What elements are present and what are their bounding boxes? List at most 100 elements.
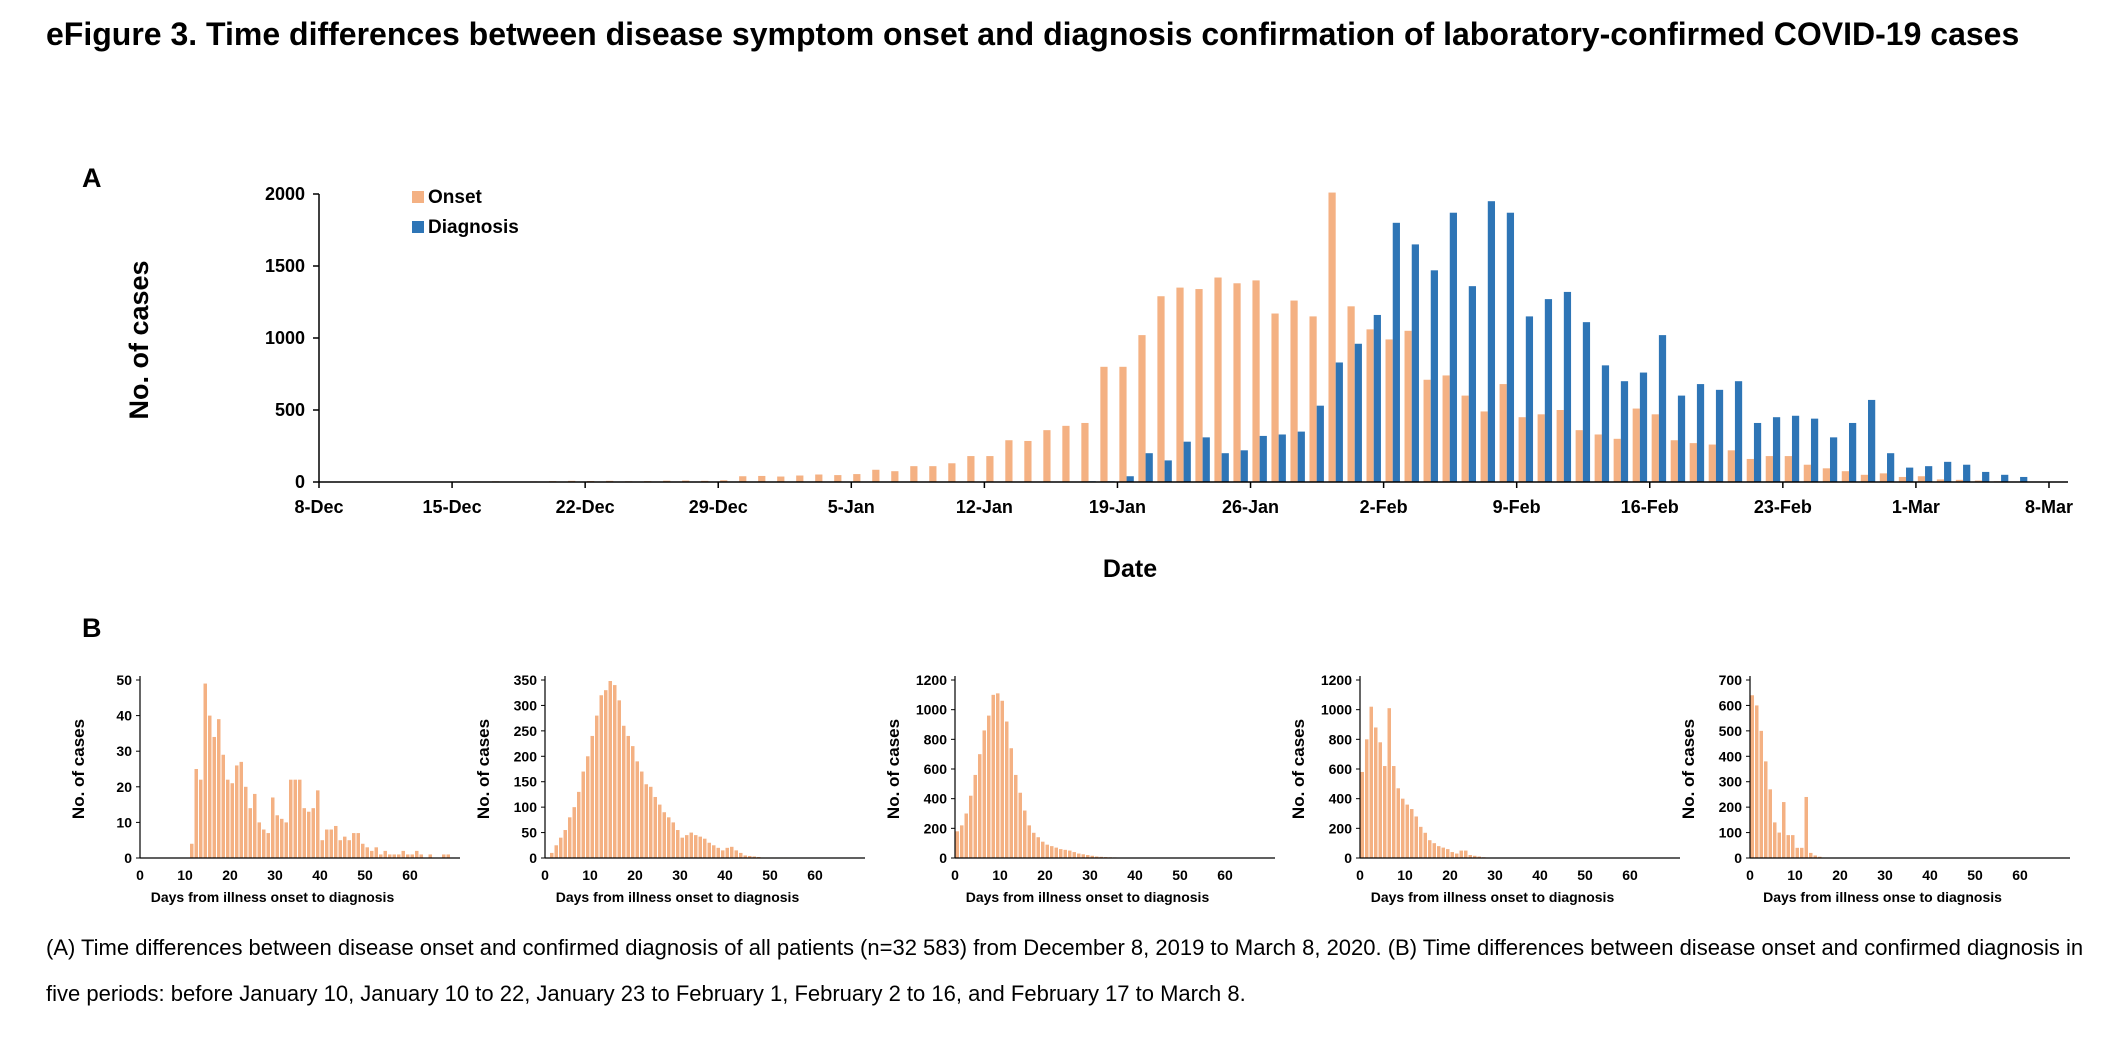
histogram-bar [653,796,657,858]
histogram-bar [685,835,689,858]
histogram-bar [1455,853,1459,858]
histogram-bar [617,700,621,858]
diagnosis-bar [1639,372,1648,482]
x-tick-label: 23-Feb [1754,497,1812,517]
x-tick-label: 50 [1577,867,1593,883]
x-tick-label: 50 [762,867,778,883]
histogram-bar [635,761,639,858]
histogram-bar [1018,792,1022,858]
histogram-bar [1032,832,1036,858]
histogram-jan10-22: 0 50 100 150 200 250 300 350 0 10 20 30 40 50 60 Days f… [474,672,865,905]
y-tick-label: 1200 [1321,672,1352,688]
histogram-bar [1800,847,1804,858]
histogram-bar [446,854,450,858]
histogram-bar [599,695,603,858]
diagnosis-bar [1468,286,1477,482]
histogram-bar [316,790,320,858]
histogram-bar [1059,849,1063,858]
diagnosis-bar [1487,201,1496,482]
onset-bar [1081,422,1089,482]
diagnosis-bar [1202,437,1210,482]
onset-bar [1423,379,1431,482]
y-tick-label: 1000 [916,702,947,718]
onset-bar [1841,471,1849,482]
onset-bar [834,475,842,482]
x-tick-label: 0 [1356,867,1364,883]
diagnosis-bar [1677,395,1686,482]
x-tick-label: 40 [1127,867,1143,883]
diagnosis-bar [1753,422,1762,482]
histogram-feb17-mar8: 0 100 200 300 400 500 600 700 0 10 20 30 40 50 60 Days … [1679,672,2070,905]
diagnosis-bar [1183,441,1191,482]
onset-bar [1195,289,1203,482]
diagnosis-bar [1734,381,1743,482]
x-tick-label: 60 [2012,867,2028,883]
histogram-bar [658,804,662,858]
onset-bar [1157,296,1165,482]
histogram-bar [622,725,626,858]
histogram-bar [563,830,567,858]
histogram-bar [987,715,991,858]
onset-bar [1100,366,1108,482]
x-tick-label: 60 [807,867,823,883]
histogram-bar [978,754,982,858]
histogram-bar [235,765,239,858]
y-tick-label: 20 [116,779,132,795]
x-tick-label: 60 [1622,867,1638,883]
histogram-bar [401,850,405,858]
onset-bar [1290,300,1298,482]
x-tick-label: 20 [1442,867,1458,883]
diagnosis-bar [1772,417,1781,482]
histogram-bar [1365,739,1369,858]
onset-bar [758,475,766,482]
x-tick-label: 5-Jan [828,497,875,517]
histogram-bar [1081,854,1085,858]
histogram-bar [253,793,257,858]
histogram-bar [190,843,194,858]
y-tick-label: 1500 [265,256,305,276]
histogram-bar [374,847,378,858]
histogram-bar [1419,826,1423,858]
y-tick-label: 200 [1329,820,1353,836]
histogram-bar [257,822,261,858]
x-tick-label: 50 [1967,867,1983,883]
x-tick-label: 15-Dec [423,497,482,517]
histogram-bar [239,761,243,858]
histogram-bar [208,715,212,858]
diagnosis-bar [1963,464,1971,482]
onset-bar [1499,384,1507,482]
histogram-bar [1369,706,1373,858]
histogram-bar [1764,761,1768,858]
histogram-bar [221,754,225,858]
histogram-bar [406,854,410,858]
x-tick-label: 40 [1922,867,1938,883]
diagnosis-bar [1563,291,1572,482]
diagnosis-bar [1240,450,1248,482]
histogram-bar [969,795,973,858]
onset-bar [986,456,994,482]
histogram-bar [739,852,743,858]
onset-bar [1043,430,1051,482]
onset-bar [1860,474,1869,482]
y-tick-label: 100 [1719,825,1743,841]
y-tick-label: 1200 [916,672,947,688]
panel-a-label: A [82,163,102,193]
x-tick-label: 40 [717,867,733,883]
diagnosis-bar [1525,316,1534,482]
onset-bar [1233,283,1241,482]
histogram-bar [397,854,401,858]
histogram-bar [1414,816,1418,858]
diagnosis-bar [1126,476,1134,482]
histogram-bar [338,840,342,858]
y-tick-label: 1000 [1321,702,1352,718]
histogram-bar [1473,855,1477,858]
histogram-bar [271,797,275,858]
y-tick-label: 700 [1719,672,1743,688]
onset-bar [1765,456,1773,482]
histogram-bar [1023,810,1027,858]
histogram-bar [410,854,414,858]
histogram-bar [1000,700,1004,858]
histogram-bar [275,815,279,858]
onset-bar [1822,468,1830,482]
